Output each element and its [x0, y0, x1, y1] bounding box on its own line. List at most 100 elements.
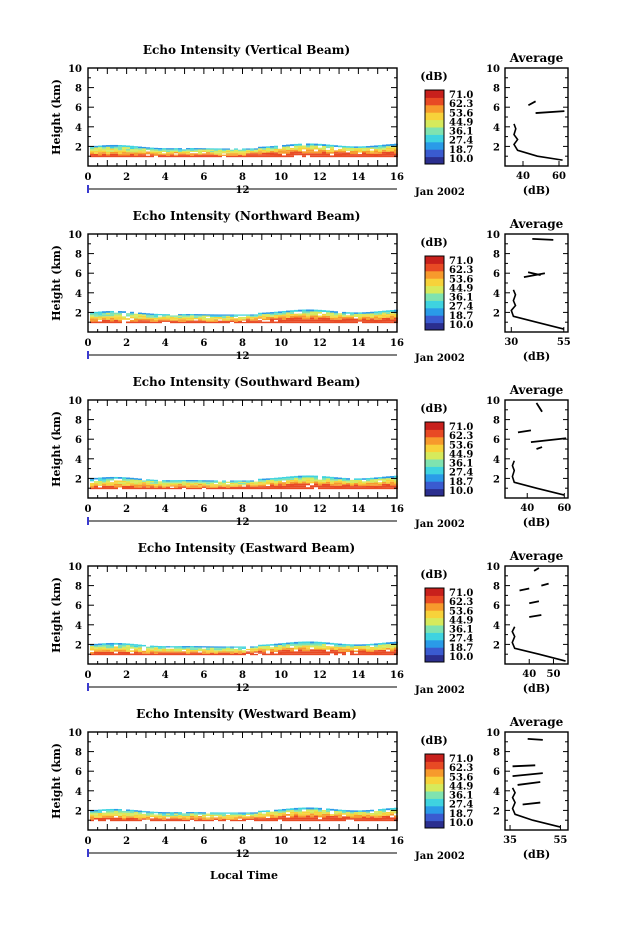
heatmap-cell — [126, 817, 130, 820]
heatmap-cell — [314, 485, 318, 488]
heatmap-cell — [222, 814, 226, 817]
heatmap-cell — [194, 649, 198, 652]
heatmap-cell — [322, 644, 326, 646]
heatmap-cell — [238, 648, 242, 651]
heatmap-cell — [178, 818, 182, 820]
heatmap-cell — [318, 643, 322, 646]
heatmap-cell — [142, 653, 146, 656]
heatmap-cell — [334, 810, 338, 813]
heatmap-cell — [358, 315, 362, 318]
heatmap-cell — [306, 321, 310, 324]
heatmap-cell — [154, 481, 158, 483]
colorbar-swatch — [425, 457, 444, 460]
heatmap-cell — [106, 648, 110, 650]
colorbar-tick-label: 44.9 — [449, 117, 473, 128]
heatmap-cell — [342, 809, 346, 812]
heatmap-cell — [342, 487, 346, 490]
heatmap-cell — [374, 150, 378, 153]
heatmap-cell — [138, 149, 142, 152]
heatmap-cell — [306, 315, 310, 318]
heatmap-cell — [218, 152, 222, 154]
heatmap-cell — [162, 652, 166, 654]
colorbar-tick-label: 44.9 — [449, 283, 473, 294]
heatmap-cell — [282, 815, 286, 818]
heatmap-cell — [122, 150, 126, 153]
heatmap-cell — [314, 819, 318, 822]
x-tick-label: 6 — [200, 504, 207, 515]
heatmap-cell — [202, 482, 206, 485]
heatmap-cell — [94, 645, 98, 648]
heatmap-cell — [254, 319, 258, 321]
heatmap-cell — [318, 819, 322, 822]
heatmap-cell — [350, 318, 354, 321]
heatmap-cell — [254, 153, 258, 155]
avg-x-tick-label: 40 — [516, 171, 530, 182]
heatmap-cell — [142, 149, 146, 152]
heatmap-cell — [98, 313, 102, 315]
heatmap-cell — [378, 819, 382, 822]
avg-profile-segment — [512, 764, 536, 768]
heatmap-cell — [278, 482, 282, 485]
heatmap-cell — [310, 643, 314, 646]
heatmap-cell — [314, 809, 318, 812]
heatmap-cell — [194, 320, 198, 322]
day-label: 12 — [236, 683, 250, 694]
colorbar-tick-label: 18.7 — [449, 145, 473, 156]
heatmap-cell — [274, 809, 278, 812]
heatmap-cell — [126, 153, 130, 156]
heatmap-cell — [294, 153, 298, 156]
heatmap-cell — [310, 309, 314, 312]
heatmap-cell — [390, 647, 394, 650]
heatmap-cell — [134, 146, 138, 148]
heatmap-cell — [342, 651, 346, 654]
heatmap-cell — [126, 814, 130, 817]
heatmap-cell — [110, 651, 114, 654]
heatmap-cell — [270, 316, 274, 319]
y-tick-label: 10 — [68, 562, 82, 573]
heatmap-cell — [98, 819, 102, 822]
y-tick-label: 2 — [75, 640, 82, 651]
heatmap-cell — [294, 313, 298, 316]
heatmap-cell — [114, 314, 118, 317]
heatmap-cell — [118, 314, 122, 317]
heatmap-cell — [342, 813, 346, 815]
heatmap-cell — [274, 318, 278, 320]
heatmap-cell — [326, 815, 330, 818]
x-tick-label: 8 — [239, 836, 246, 847]
heatmap-cell — [302, 147, 306, 150]
heatmap-cell — [330, 317, 334, 320]
x-tick-label: 12 — [313, 504, 327, 515]
heatmap-cell — [170, 152, 174, 154]
colorbar-swatch — [425, 317, 444, 320]
colorbar-frame — [424, 753, 445, 829]
heatmap-cell — [330, 651, 334, 654]
heatmap-cell — [170, 482, 174, 485]
heatmap-cell — [142, 320, 146, 322]
heatmap-cell — [350, 320, 354, 322]
heatmap-cell — [94, 153, 98, 156]
heatmap-cell — [174, 319, 178, 321]
heatmap-cell — [290, 149, 294, 152]
heatmap-cell — [162, 486, 166, 488]
heatmap-cell — [286, 319, 290, 322]
heatmap-cell — [362, 313, 366, 316]
heatmap-cell — [202, 651, 206, 653]
heatmap-cell — [170, 154, 174, 156]
heatmap-cell — [246, 321, 250, 324]
heatmap-cell — [366, 149, 370, 151]
heatmap-cell — [254, 487, 258, 490]
heatmap-cell — [322, 819, 326, 822]
heatmap-cell — [106, 810, 110, 813]
heatmap-cell — [218, 484, 222, 486]
colorbar-tick-label: 36.1 — [449, 791, 473, 802]
heatmap-cell — [150, 814, 154, 816]
heatmap-cell — [178, 649, 182, 652]
heatmap-cell — [302, 151, 306, 154]
heatmap-cell — [374, 155, 378, 158]
heatmap-cell — [326, 483, 330, 486]
colorbar-swatch — [425, 134, 444, 137]
heatmap-cell — [274, 479, 278, 482]
heatmap-cell — [354, 486, 358, 488]
heatmap-cell — [90, 478, 94, 480]
heatmap-cell — [330, 649, 334, 652]
